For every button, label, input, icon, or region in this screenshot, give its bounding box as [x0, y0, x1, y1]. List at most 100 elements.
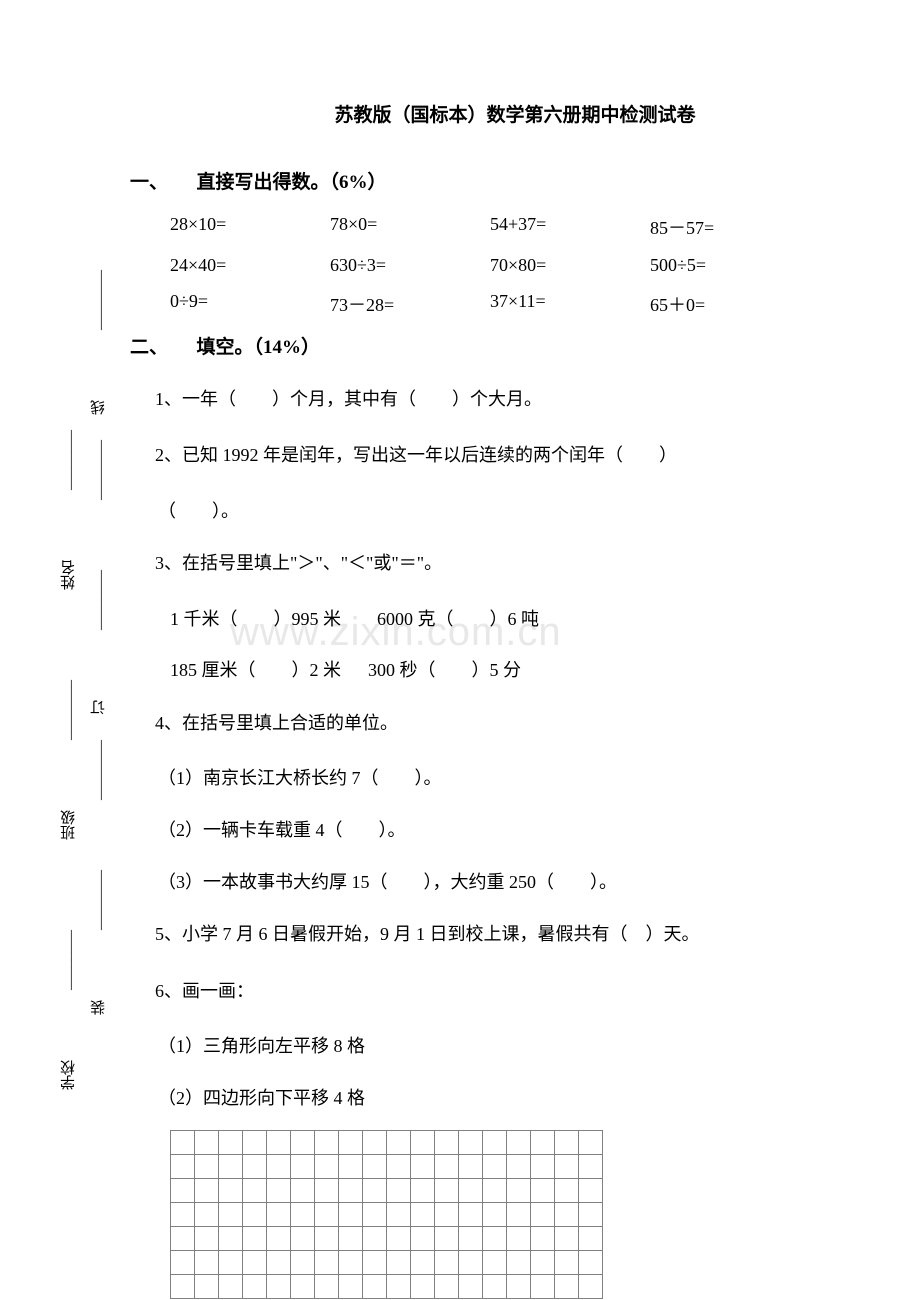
grid-cell [339, 1275, 363, 1299]
math-cell: 500÷5= [650, 255, 810, 276]
grid-cell [267, 1203, 291, 1227]
ding-char: 订 [88, 700, 109, 715]
grid-cell [459, 1179, 483, 1203]
grid-cell [195, 1251, 219, 1275]
grid-cell [339, 1155, 363, 1179]
math-cell: 70×80= [490, 255, 650, 276]
math-cell: 0÷9= [170, 291, 330, 317]
math-cell: 37×11= [490, 291, 650, 317]
grid-cell [579, 1203, 603, 1227]
grid-cell [291, 1227, 315, 1251]
math-cell: 85－57= [650, 214, 810, 240]
grid-cell [243, 1179, 267, 1203]
math-row-1: 28×10= 78×0= 54+37= 85－57= [170, 214, 850, 240]
grid-cell [459, 1131, 483, 1155]
grid-cell [339, 1131, 363, 1155]
grid-cell [483, 1131, 507, 1155]
grid-cell [339, 1203, 363, 1227]
grid-cell [435, 1275, 459, 1299]
math-row-3: 0÷9= 73－28= 37×11= 65＋0= [170, 291, 850, 317]
grid-cell [483, 1275, 507, 1299]
grid-cell [363, 1203, 387, 1227]
grid-cell [459, 1227, 483, 1251]
question-6a: （1）三角形向左平移 8 格 [158, 1027, 850, 1067]
grid-cell [291, 1131, 315, 1155]
grid-cell [171, 1275, 195, 1299]
grid-cell [411, 1275, 435, 1299]
grid-cell [507, 1131, 531, 1155]
section1-header: 一、 直接写出得数。（6%） [130, 167, 850, 194]
math-cell: 630÷3= [330, 255, 490, 276]
school-label: 学校 [58, 1060, 79, 1090]
grid-cell [219, 1251, 243, 1275]
grid-cell [219, 1203, 243, 1227]
class-underline: ________ [58, 680, 75, 740]
grid-cell [243, 1203, 267, 1227]
grid-cell [363, 1131, 387, 1155]
grid-cell [507, 1275, 531, 1299]
question-3: 3、在括号里填上"＞"、"＜"或"＝"。 [155, 543, 850, 584]
math-cell: 28×10= [170, 214, 330, 240]
grid-cell [459, 1251, 483, 1275]
grid-cell [387, 1203, 411, 1227]
grid-cell [387, 1275, 411, 1299]
grid-cell [339, 1179, 363, 1203]
grid-cell [411, 1251, 435, 1275]
line5: ________ [88, 270, 105, 330]
grid-cell [243, 1251, 267, 1275]
zhuang-char: 装 [88, 1000, 109, 1015]
grid-cell [363, 1179, 387, 1203]
grid-cell [243, 1275, 267, 1299]
math-cell: 78×0= [330, 214, 490, 240]
grid-cell [315, 1203, 339, 1227]
grid-cell [435, 1227, 459, 1251]
grid-cell [195, 1131, 219, 1155]
line4: ________ [88, 440, 105, 500]
grid-cell [411, 1131, 435, 1155]
grid-cell [507, 1155, 531, 1179]
grid-cell [459, 1275, 483, 1299]
question-4b: （2）一辆卡车载重 4（ ）。 [158, 811, 850, 851]
grid-cell [555, 1203, 579, 1227]
grid-cell [531, 1275, 555, 1299]
grid-cell [291, 1179, 315, 1203]
grid-cell [267, 1131, 291, 1155]
grid-cell [579, 1155, 603, 1179]
grid-cell [291, 1155, 315, 1179]
grid-cell [267, 1275, 291, 1299]
grid-cell [555, 1155, 579, 1179]
question-3a: 1 千米（ ）995 米 6000 克（ ）6 吨 [170, 600, 850, 640]
grid-cell [555, 1227, 579, 1251]
grid-cell [387, 1155, 411, 1179]
grid-cell [315, 1275, 339, 1299]
grid-cell [219, 1179, 243, 1203]
grid-cell [195, 1179, 219, 1203]
grid-cell [315, 1131, 339, 1155]
grid-cell [459, 1155, 483, 1179]
grid-cell [315, 1251, 339, 1275]
grid-cell [579, 1251, 603, 1275]
grid-cell [195, 1275, 219, 1299]
grid-cell [411, 1227, 435, 1251]
grid-cell [459, 1203, 483, 1227]
grid-cell [363, 1227, 387, 1251]
grid-cell [579, 1227, 603, 1251]
grid-cell [171, 1227, 195, 1251]
grid-cell [411, 1203, 435, 1227]
grid-cell [195, 1155, 219, 1179]
math-cell: 24×40= [170, 255, 330, 276]
grid-cell [219, 1155, 243, 1179]
grid-cell [531, 1155, 555, 1179]
grid-cell [531, 1131, 555, 1155]
grid-cell [555, 1251, 579, 1275]
class-label: 班级 [58, 810, 79, 840]
grid-cell [387, 1179, 411, 1203]
grid-cell [483, 1155, 507, 1179]
section2-header: 二、 填空。（14%） [130, 332, 850, 359]
grid-cell [339, 1251, 363, 1275]
grid-cell [171, 1131, 195, 1155]
question-4a: （1）南京长江大桥长约 7（ ）。 [158, 759, 850, 799]
grid-cell [531, 1251, 555, 1275]
grid-cell [219, 1275, 243, 1299]
grid-cell [435, 1203, 459, 1227]
